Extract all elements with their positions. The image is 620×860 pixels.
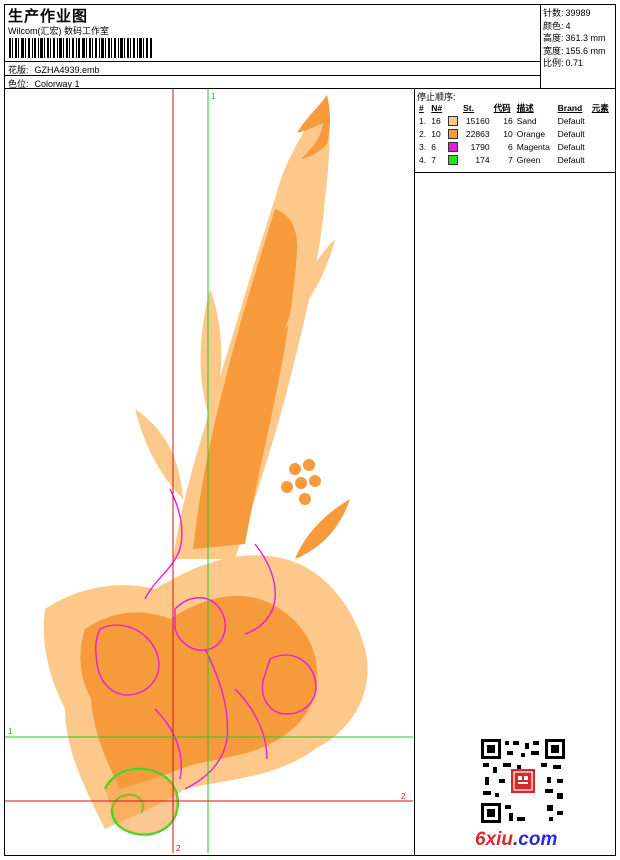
col-header-brand: Brand	[557, 103, 583, 113]
design-canvas[interactable]: 1 1 2 2	[5, 89, 415, 855]
stat-scale: 比例: 0.71	[543, 58, 584, 68]
color-sequence-table: # N# St. 代码 描述 Brand 元素 1. 16 15160 16	[417, 102, 613, 166]
guide-label-green-v: 1	[211, 92, 216, 101]
design-file-row: 花版: GZHA4939.emb	[8, 63, 100, 76]
embroidery-design-preview: 1 1 2 2	[5, 89, 413, 853]
table-row: 3. 6 1790 6 Magenta Default	[419, 141, 585, 152]
color-sequence-caption: 停止顺序:	[417, 92, 456, 102]
barcode-icon	[9, 38, 152, 58]
colorway-label: 色位:	[8, 79, 29, 89]
color-swatch	[447, 128, 458, 139]
guide-label-red-h: 2	[401, 792, 406, 801]
swirl-fill	[105, 769, 178, 835]
dot-pattern	[211, 381, 321, 505]
magenta-outlines	[95, 488, 317, 790]
design-label: 花版:	[8, 65, 29, 75]
color-swatch	[447, 141, 458, 152]
table-row: 4. 7 174 7 Green Default	[419, 154, 585, 165]
frond-left	[200, 289, 222, 419]
col-header-element: 元素	[591, 103, 609, 113]
color-swatch	[447, 154, 458, 165]
design-file: GZHA4939.emb	[34, 65, 100, 75]
guide-label-red-v: 2	[176, 844, 181, 853]
header-panel: 生产作业图 Wilcom(汇宏) 数码工作室	[5, 5, 541, 89]
guide-label-green-h: 1	[8, 727, 13, 736]
production-sheet: 生产作业图 Wilcom(汇宏) 数码工作室	[4, 4, 616, 856]
watermark-site: 6xiu.com	[475, 829, 558, 850]
table-row: 1. 16 15160 16 Sand Default	[419, 115, 585, 126]
frond-right	[285, 239, 335, 329]
qr-code-icon	[481, 739, 565, 823]
page-title: 生产作业图	[8, 8, 89, 25]
col-header-index: #	[419, 103, 424, 113]
stat-height: 高度: 361.3 mm	[543, 33, 606, 43]
stat-stitches: 针数: 39989	[543, 8, 591, 18]
col-header-needle: N#	[431, 103, 443, 113]
stat-colors: 颜色: 4	[543, 20, 571, 31]
frond-left2	[135, 409, 183, 499]
studio-subtitle: Wilcom(汇宏) 数码工作室	[8, 26, 109, 36]
col-header-desc: 描述	[516, 103, 534, 113]
frond-right2	[295, 499, 350, 559]
flower-cluster-orange	[80, 595, 318, 789]
plume-tip	[297, 95, 330, 159]
table-row: 2. 10 22863 10 Orange Default	[419, 128, 585, 139]
colorway-row: 色位: Colorway 1	[8, 77, 80, 90]
plume-orange	[193, 209, 298, 549]
col-header-stitches: St.	[463, 103, 474, 113]
stat-width: 宽度: 155.6 mm	[543, 45, 606, 56]
colorway-value: Colorway 1	[34, 79, 80, 89]
stats-panel: 针数: 39989 颜色: 4 高度: 361.3 mm 宽度: 155.6 mm 比例…	[541, 5, 615, 89]
col-header-code: 代码	[493, 103, 511, 113]
color-swatch	[447, 115, 458, 126]
color-sequence-panel: 停止顺序: # N# St. 代码 描述 Brand 元素 1. 16	[415, 89, 615, 173]
